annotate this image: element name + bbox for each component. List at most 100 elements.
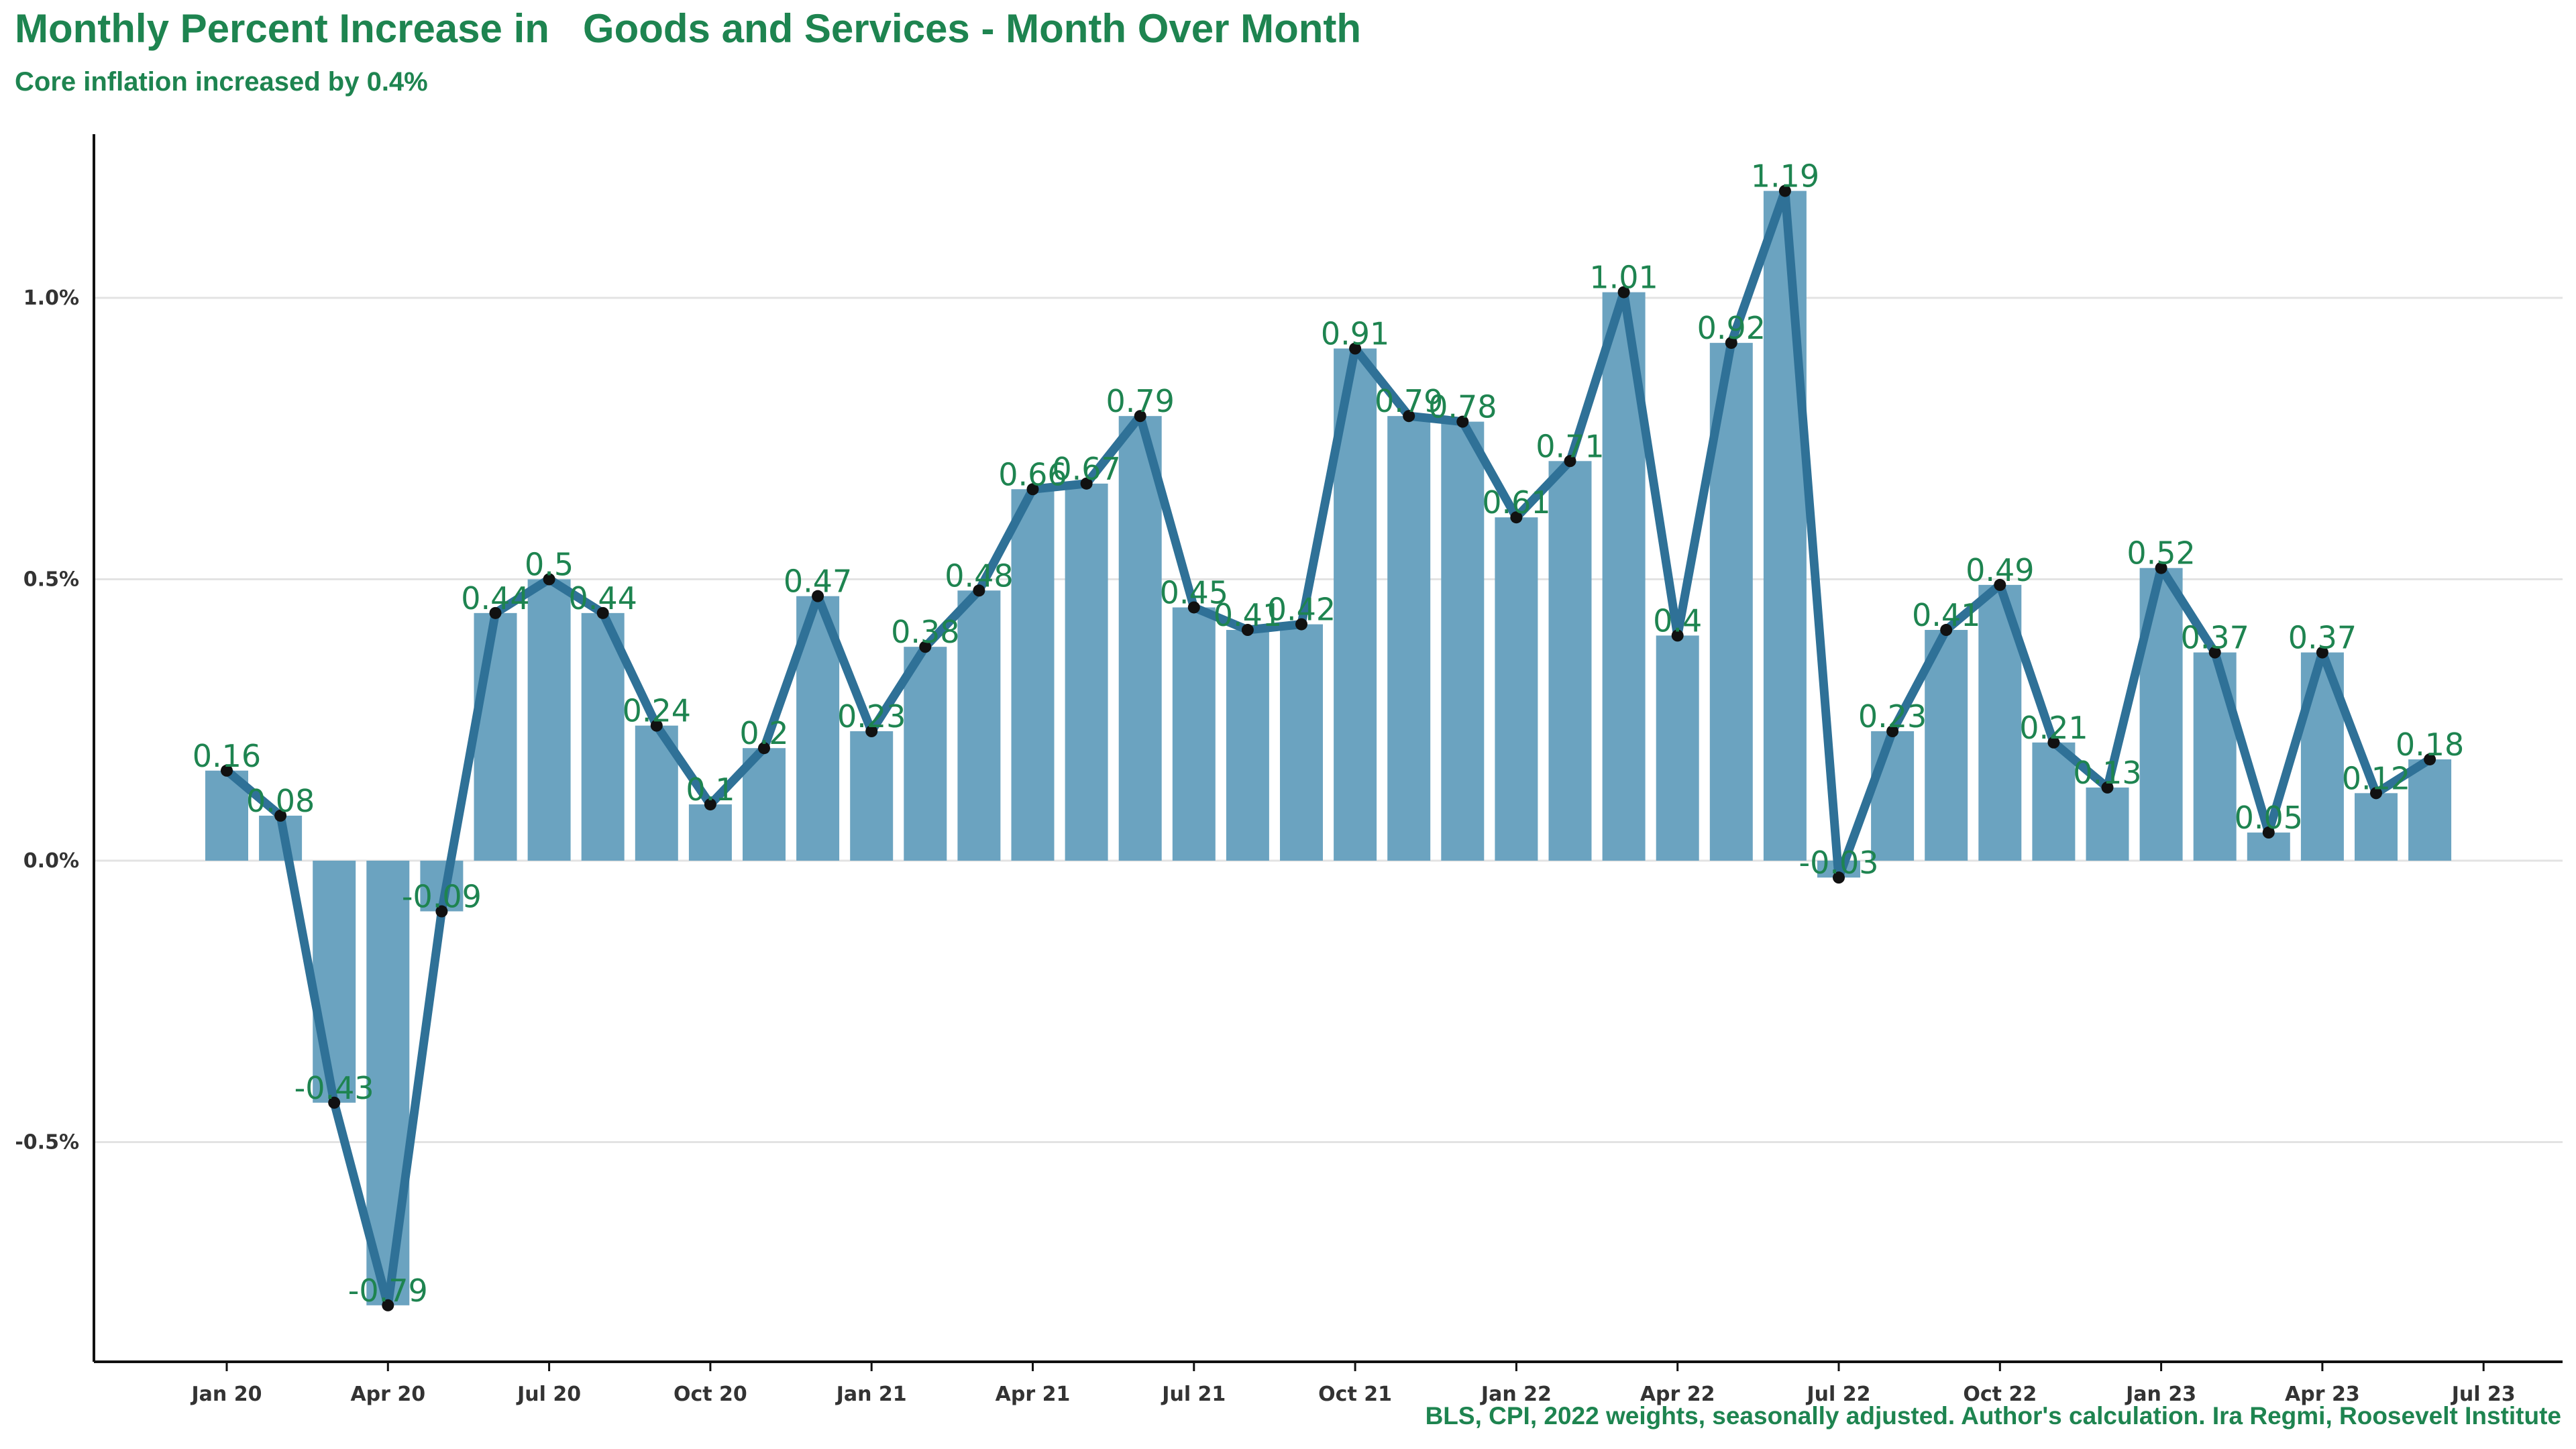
data-label: 0.61 — [1482, 484, 1550, 521]
data-point — [2047, 736, 2060, 749]
data-point — [1564, 455, 1576, 468]
data-point — [435, 905, 448, 918]
data-label: 0.18 — [2396, 727, 2464, 763]
data-label: 0.05 — [2235, 800, 2303, 836]
data-label: 0.45 — [1160, 574, 1228, 610]
bar — [850, 731, 894, 861]
data-label: 0.2 — [739, 715, 788, 751]
bar — [527, 579, 571, 861]
bar — [2193, 652, 2237, 861]
data-label: 0.66 — [998, 456, 1067, 492]
data-point — [1725, 337, 1737, 350]
x-tick-label: Jan 23 — [2125, 1383, 2196, 1406]
data-label: 0.41 — [1912, 597, 1980, 633]
data-point — [596, 606, 609, 619]
bar — [1118, 416, 1162, 861]
data-point — [1617, 286, 1630, 299]
y-tick-label: 0.5% — [23, 568, 79, 592]
data-label: 0.42 — [1267, 592, 1336, 628]
data-label: 0.08 — [246, 783, 315, 819]
source-caption: BLS, CPI, 2022 weights, seasonally adjus… — [1425, 1402, 2561, 1430]
data-point — [2208, 646, 2221, 659]
data-point — [2101, 781, 2114, 794]
bar — [474, 612, 517, 861]
bar — [1495, 517, 1538, 861]
data-point — [1295, 618, 1307, 631]
axes: -0.5% 0.0% 0.5% 1.0% Jan 20 Apr 20 Jul 20 Oct 2… — [15, 134, 2563, 1406]
data-point — [758, 742, 770, 755]
data-label: 1.19 — [1751, 158, 1819, 195]
data-label: 0.48 — [945, 557, 1013, 594]
data-label: 0.79 — [1375, 383, 1443, 419]
data-label: 0.5 — [525, 547, 574, 583]
bar — [957, 590, 1001, 861]
data-point — [2424, 753, 2436, 765]
x-tick-label: Jul 23 — [2451, 1383, 2516, 1406]
y-tick-label: 1.0% — [23, 286, 79, 310]
data-point — [973, 584, 985, 597]
data-label: -0.79 — [348, 1273, 428, 1309]
bar — [1280, 624, 1323, 861]
data-point — [1134, 410, 1146, 423]
data-label: 0.1 — [686, 771, 735, 808]
bar — [313, 861, 356, 1103]
bar — [2032, 742, 2076, 861]
bar — [1763, 191, 1807, 861]
data-label: 0.71 — [1536, 428, 1604, 464]
data-label: 0.79 — [1106, 383, 1174, 419]
data-point — [865, 725, 878, 738]
data-point — [1026, 483, 1039, 496]
data-label: 0.78 — [1428, 389, 1497, 425]
data-point — [2262, 826, 2275, 839]
data-label: 0.16 — [193, 738, 261, 774]
x-tick-label: Apr 22 — [1640, 1383, 1715, 1406]
data-label: 0.44 — [568, 580, 637, 616]
data-label: 0.49 — [1966, 552, 2034, 588]
data-label: 0.13 — [2073, 755, 2141, 791]
bar — [1065, 483, 1108, 861]
gridlines — [94, 297, 2563, 1143]
series-line — [222, 186, 2434, 1310]
data-label: 0.21 — [2019, 710, 2088, 746]
bar — [1656, 635, 1699, 861]
x-tick-label: Jan 22 — [1480, 1383, 1552, 1406]
data-label: 0.37 — [2180, 620, 2249, 656]
bar — [1011, 489, 1055, 861]
data-point — [2316, 646, 2328, 659]
data-point — [1671, 629, 1684, 642]
chart-subtitle: Core inflation increased by 0.4% — [15, 67, 428, 97]
data-label: 0.4 — [1653, 602, 1702, 639]
x-tick-label: Oct 20 — [674, 1383, 747, 1406]
data-point — [1778, 184, 1791, 197]
bar — [581, 612, 625, 861]
bar — [1925, 630, 1968, 861]
data-label: -0.43 — [294, 1070, 374, 1106]
data-label: 0.52 — [2127, 535, 2195, 572]
bar — [2408, 759, 2452, 861]
data-point — [1510, 511, 1523, 524]
data-point — [1886, 725, 1899, 738]
data-point — [1187, 601, 1200, 614]
data-label: 0.67 — [1052, 451, 1120, 487]
x-tick-label: Oct 21 — [1318, 1383, 1392, 1406]
data-label: 1.01 — [1589, 260, 1658, 296]
series-points — [221, 184, 2436, 1311]
data-point — [650, 719, 663, 732]
bar — [1172, 607, 1216, 861]
data-point — [1940, 624, 1953, 637]
bar — [1548, 461, 1592, 861]
data-labels: 0.16 0.08 -0.43 -0.79 -0.09 0.440.50.44 0.24 0.… — [193, 158, 2465, 1309]
x-tick-label: Apr 23 — [2285, 1383, 2360, 1406]
bar — [688, 804, 732, 861]
data-label: 0.92 — [1697, 310, 1766, 346]
data-label: 0.24 — [623, 693, 691, 729]
data-point — [1994, 578, 2006, 591]
data-label: 0.44 — [461, 580, 529, 616]
bar — [1871, 731, 1915, 861]
data-label: 0.23 — [1858, 698, 1927, 735]
bar — [904, 647, 947, 861]
data-point — [382, 1299, 394, 1311]
data-point — [1080, 477, 1093, 490]
series-line-path — [222, 186, 2434, 1310]
